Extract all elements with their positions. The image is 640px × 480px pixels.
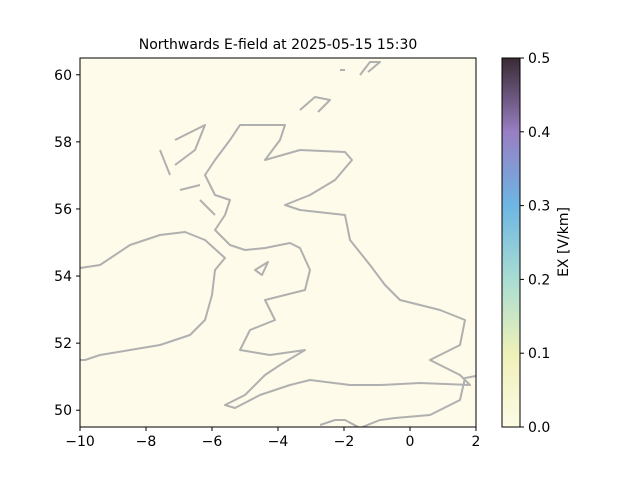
colorbar-tick-label: 0.5 — [528, 51, 550, 67]
y-tick-label: 54 — [54, 269, 72, 285]
shetland — [340, 61, 381, 76]
colorbar-label: EX [V/km] — [556, 207, 572, 277]
france — [319, 375, 476, 427]
coastlines — [80, 61, 476, 427]
x-tick-label: −10 — [65, 434, 95, 450]
x-tick-label: −8 — [136, 434, 157, 450]
colorbar-tick-label: 0.4 — [528, 125, 550, 141]
x-tick-label: 2 — [472, 434, 481, 450]
colorbar-tick-label: 0.2 — [528, 272, 550, 288]
y-tick-label: 56 — [54, 202, 72, 218]
x-tick-label: −6 — [202, 434, 223, 450]
ireland — [80, 231, 226, 361]
y-tick-label: 60 — [54, 68, 72, 84]
colorbar-tick-label: 0.3 — [528, 199, 550, 215]
x-tick-label: −4 — [268, 434, 289, 450]
chart-title: Northwards E-field at 2025-05-15 15:30 — [139, 37, 418, 53]
hebrides — [159, 124, 216, 216]
isle-of-man — [254, 261, 269, 276]
great-britain — [204, 124, 471, 409]
colorbar-tick-label: 0.1 — [528, 346, 550, 362]
colorbar — [501, 57, 521, 428]
y-tick-label: 52 — [54, 336, 72, 352]
y-tick-label: 58 — [54, 135, 72, 151]
x-tick-label: −2 — [334, 434, 355, 450]
x-tick-label: 0 — [406, 434, 415, 450]
orkney — [299, 96, 331, 113]
y-tick-label: 50 — [54, 403, 72, 419]
colorbar-tick-label: 0.0 — [528, 420, 550, 436]
